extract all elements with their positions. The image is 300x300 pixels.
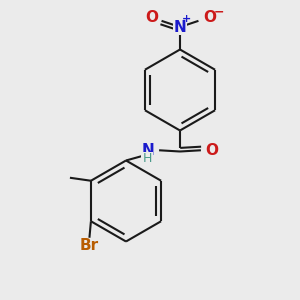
Text: H: H	[143, 152, 153, 165]
Text: O: O	[203, 11, 217, 26]
Text: O: O	[145, 11, 158, 26]
Text: Br: Br	[80, 238, 99, 253]
Text: N: N	[142, 142, 154, 158]
Text: N: N	[174, 20, 186, 34]
Text: −: −	[214, 5, 224, 19]
Text: +: +	[182, 14, 191, 25]
Text: O: O	[206, 142, 219, 158]
